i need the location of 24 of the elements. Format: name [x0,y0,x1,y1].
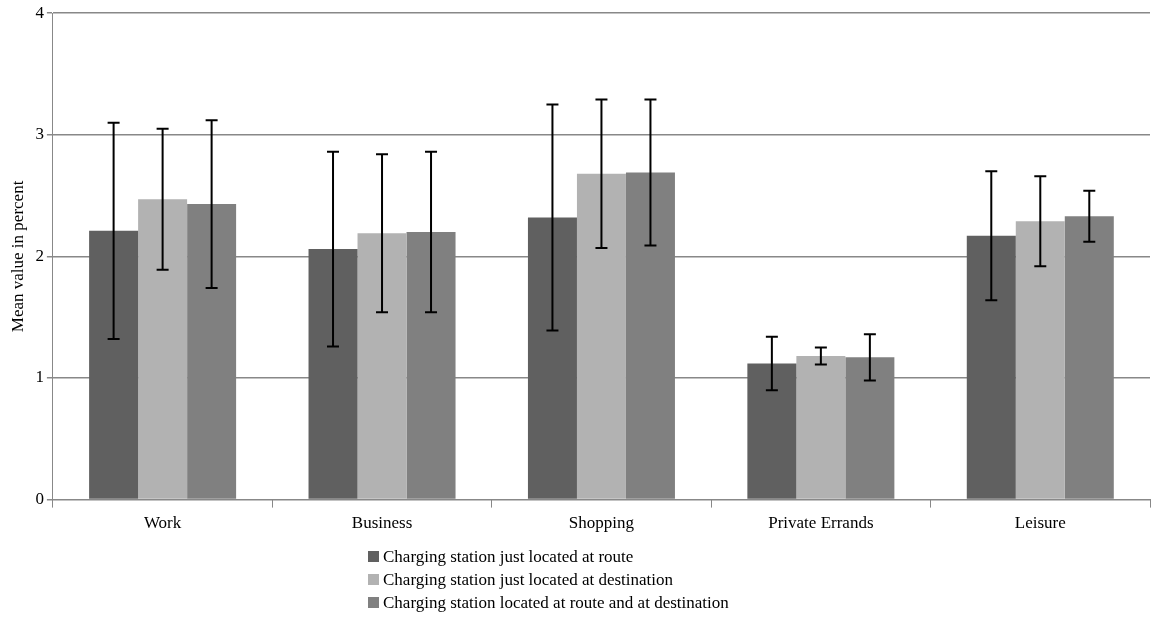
x-tick-label: Shopping [568,513,635,533]
y-tick-label: 4 [35,2,45,22]
x-tick-label: Business [351,513,413,533]
legend-label: Charging station located at route and at destination [383,592,729,613]
bar [747,363,797,499]
x-tick-label: Leisure [1014,513,1066,533]
bar [576,173,626,499]
bar [308,249,358,499]
bar [89,230,139,499]
y-tick-label: 1 [35,367,44,387]
bar [796,356,846,499]
y-axis-title: Mean value in percent [7,180,27,333]
y-tick-label: 0 [35,489,44,509]
bar [527,217,577,499]
bar [357,233,407,499]
y-tick-label: 3 [35,124,44,144]
x-tick-label: Private Errands [768,513,874,533]
bar [138,199,188,499]
bar [1015,221,1065,499]
bar [966,235,1016,499]
x-tick-label: Work [143,513,182,533]
legend-label: Charging station just located at destination [383,569,674,590]
y-tick-label: 2 [35,245,44,265]
legend-label: Charging station just located at route [383,546,634,567]
